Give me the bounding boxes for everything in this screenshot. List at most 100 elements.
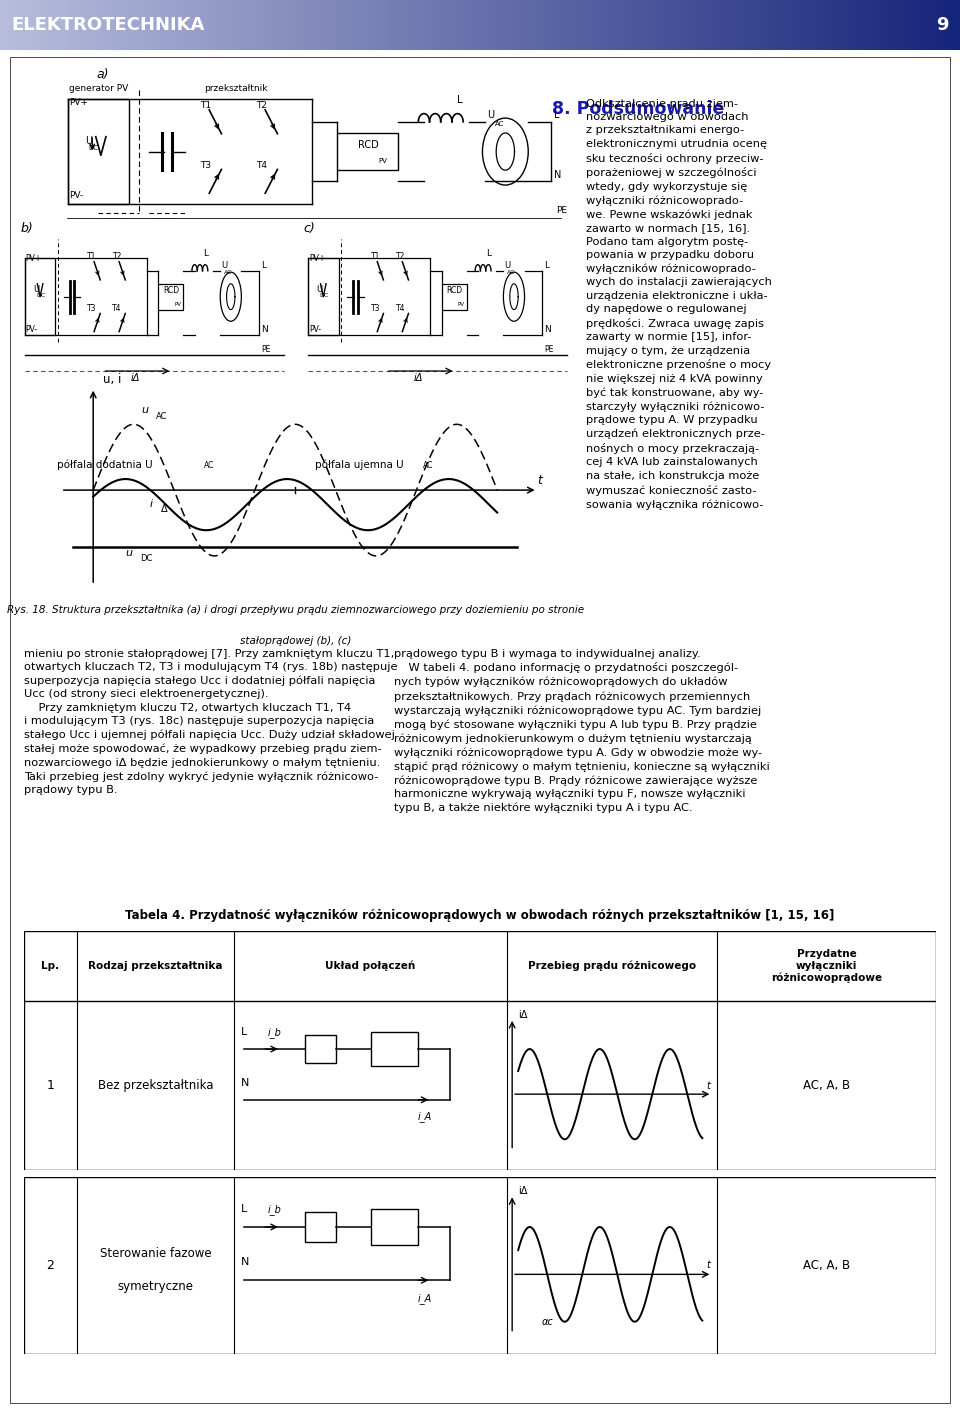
Bar [25, 258, 56, 336]
Bar [531, 0, 536, 49]
Bar [608, 0, 612, 49]
Bar [182, 0, 186, 49]
Bar [684, 0, 689, 49]
Bar [487, 0, 491, 49]
Bar [10, 0, 13, 49]
Bar [240, 0, 244, 49]
Text: u, i: u, i [104, 372, 122, 386]
Bar [195, 0, 200, 49]
Bar [624, 0, 628, 49]
Bar [598, 0, 603, 49]
Bar [7, 0, 11, 49]
Text: T2: T2 [396, 252, 405, 261]
Bar [528, 0, 532, 49]
Bar [51, 0, 56, 49]
Bar [314, 0, 318, 49]
Bar [828, 0, 833, 49]
Bar [89, 0, 94, 49]
Bar [790, 0, 795, 49]
Bar [362, 0, 366, 49]
Bar [717, 0, 721, 49]
Bar [387, 0, 392, 49]
Text: AC, A, B: AC, A, B [803, 1259, 851, 1272]
Bar [890, 0, 894, 49]
Bar [413, 0, 417, 49]
Text: T4: T4 [255, 161, 267, 171]
Bar [400, 0, 404, 49]
Text: stałoprądowej (b), (c): stałoprądowej (b), (c) [239, 636, 351, 646]
Bar [278, 0, 282, 49]
Bar [492, 0, 497, 49]
Bar [854, 0, 858, 49]
Bar [653, 0, 657, 49]
Bar [900, 0, 903, 49]
Bar [368, 0, 372, 49]
Bar [934, 0, 939, 49]
Bar [176, 0, 180, 49]
Bar [662, 0, 666, 49]
Text: u: u [126, 548, 132, 558]
Text: U: U [33, 285, 39, 293]
Bar [924, 0, 929, 49]
Bar [180, 0, 183, 49]
Bar [160, 0, 164, 49]
Bar [682, 0, 685, 49]
Bar [794, 0, 798, 49]
Bar [218, 0, 222, 49]
Bar [442, 283, 467, 310]
Bar [535, 0, 539, 49]
Bar [310, 0, 315, 49]
Text: b): b) [20, 221, 34, 235]
Bar [432, 0, 436, 49]
Text: AC: AC [422, 461, 433, 470]
Bar [0, 0, 4, 49]
Bar [470, 0, 474, 49]
Bar [173, 0, 177, 49]
Bar [874, 0, 877, 49]
Bar [166, 0, 171, 49]
Bar [156, 0, 161, 49]
Bar [576, 0, 580, 49]
Bar [612, 0, 615, 49]
Bar [634, 0, 637, 49]
Text: T3: T3 [371, 305, 380, 313]
Bar [115, 0, 119, 49]
Text: Rys. 18. Struktura przekształtnika (a) i drogi przepływu prądu ziemnozwarciowego: Rys. 18. Struktura przekształtnika (a) i… [7, 605, 584, 615]
Bar [490, 0, 493, 49]
Bar [806, 0, 810, 49]
Bar [317, 0, 321, 49]
Bar [103, 0, 107, 49]
Bar [544, 0, 548, 49]
Bar [394, 0, 397, 49]
Bar [538, 0, 541, 49]
Bar [832, 0, 836, 49]
Bar [410, 0, 414, 49]
Text: Rodzaj przekształtnika: Rodzaj przekształtnika [88, 960, 223, 971]
Text: półfala ujemna U: półfala ujemna U [316, 460, 404, 470]
Bar [554, 0, 558, 49]
Bar [68, 100, 129, 203]
Bar [780, 0, 785, 49]
Bar [348, 0, 353, 49]
Bar [640, 0, 644, 49]
Bar [381, 0, 385, 49]
Text: T1: T1 [200, 102, 210, 110]
Bar [118, 0, 123, 49]
Bar [736, 0, 740, 49]
Bar [208, 0, 212, 49]
Bar [861, 0, 865, 49]
Bar [586, 0, 589, 49]
Text: RCD: RCD [163, 286, 179, 296]
Bar [300, 0, 305, 49]
Bar [502, 0, 507, 49]
Bar [243, 0, 248, 49]
Bar [12, 0, 17, 49]
Bar [464, 0, 468, 49]
Bar [509, 0, 513, 49]
Text: RCD: RCD [446, 286, 462, 296]
Bar [646, 0, 651, 49]
Text: PV: PV [175, 302, 181, 307]
Bar [477, 0, 481, 49]
Bar [557, 0, 561, 49]
Bar [800, 0, 804, 49]
